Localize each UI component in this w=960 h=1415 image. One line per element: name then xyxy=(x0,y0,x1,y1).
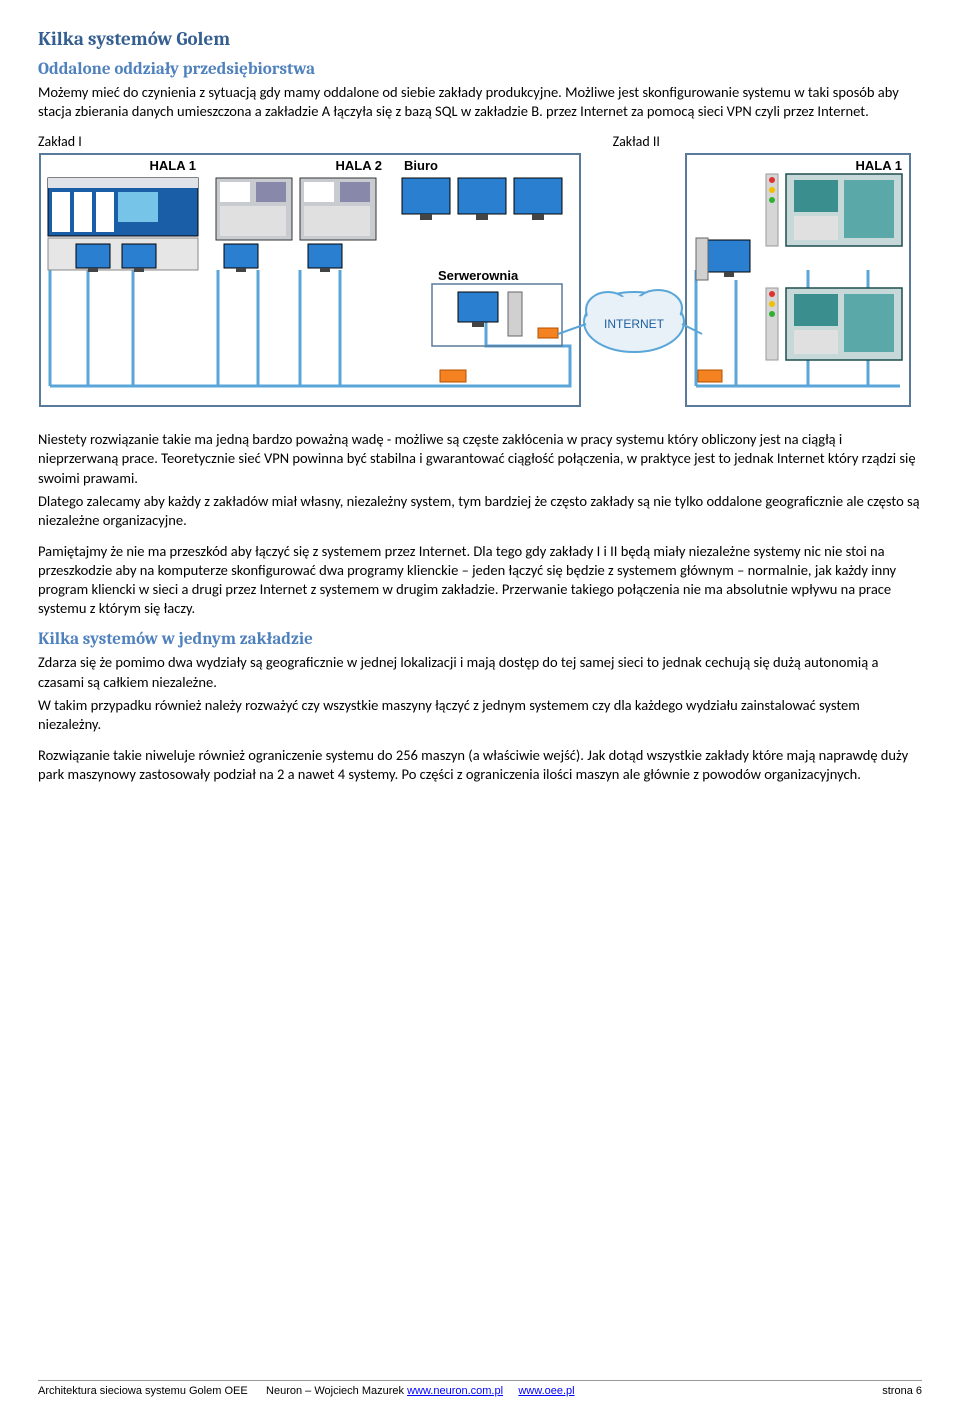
footer-doc-title: Architektura sieciowa systemu Golem OEE xyxy=(38,1385,248,1397)
diagram-text-biuro: Biuro xyxy=(404,158,438,173)
diagram-svg: HALA 1 HALA 2 Biuro Serwerownia HALA 1 xyxy=(38,150,914,412)
monitor-icon xyxy=(76,244,110,272)
footer-page-number: strona 6 xyxy=(882,1385,922,1397)
para-after-3: Pamiętajmy że nie ma przeszkód aby łączy… xyxy=(38,542,922,619)
section2-heading: Kilka systemów w jednym zakładzie xyxy=(38,630,922,649)
page-title: Kilka systemów Golem xyxy=(38,28,922,50)
section1-heading: Oddalone oddziały przedsiębiorstwa xyxy=(38,60,922,79)
footer-link-neuron[interactable]: www.neuron.com.pl xyxy=(407,1385,503,1397)
diagram-text-hala1: HALA 1 xyxy=(150,158,196,173)
section2-para3: Rozwiązanie takie niweluje również ogran… xyxy=(38,746,922,784)
section2-para2: W takim przypadku również należy rozważy… xyxy=(38,696,922,734)
network-diagram: Zakład I Zakład II HALA 1 HALA 2 Biuro S… xyxy=(38,133,922,416)
monitor-icon xyxy=(402,178,450,220)
diagram-text-serwer: Serwerownia xyxy=(438,268,519,283)
cnc-icon xyxy=(766,174,902,246)
diagram-text-hala1r: HALA 1 xyxy=(856,158,902,173)
diagram-label-zaklad1: Zakład I xyxy=(38,133,613,150)
machine-icon xyxy=(48,178,198,236)
para-after-1: Niestety rozwiązanie takie ma jedną bard… xyxy=(38,430,922,487)
diagram-text-hala2: HALA 2 xyxy=(336,158,382,173)
monitor-icon xyxy=(708,240,750,277)
diagram-text-internet: INTERNET xyxy=(604,317,665,331)
footer-author: Neuron – Wojciech Mazurek xyxy=(266,1385,404,1397)
server-monitor-icon xyxy=(458,292,498,327)
monitor-icon xyxy=(122,244,156,272)
para-after-2: Dlatego zalecamy aby każdy z zakładów mi… xyxy=(38,492,922,530)
diagram-label-zaklad2: Zakład II xyxy=(613,133,922,150)
machine-icon xyxy=(216,178,292,240)
monitor-icon xyxy=(224,244,258,272)
section2-para1: Zdarza się że pomimo dwa wydziały są geo… xyxy=(38,653,922,691)
section1-para1: Możemy mieć do czynienia z sytuacją gdy … xyxy=(38,83,922,121)
monitor-icon xyxy=(458,178,506,220)
footer-link-oee[interactable]: www.oee.pl xyxy=(518,1385,574,1397)
monitor-icon xyxy=(308,244,342,272)
monitor-icon xyxy=(514,178,562,220)
machine-icon xyxy=(300,178,376,240)
page-footer: Architektura sieciowa systemu Golem OEE … xyxy=(38,1380,922,1397)
cnc-icon xyxy=(766,288,902,360)
